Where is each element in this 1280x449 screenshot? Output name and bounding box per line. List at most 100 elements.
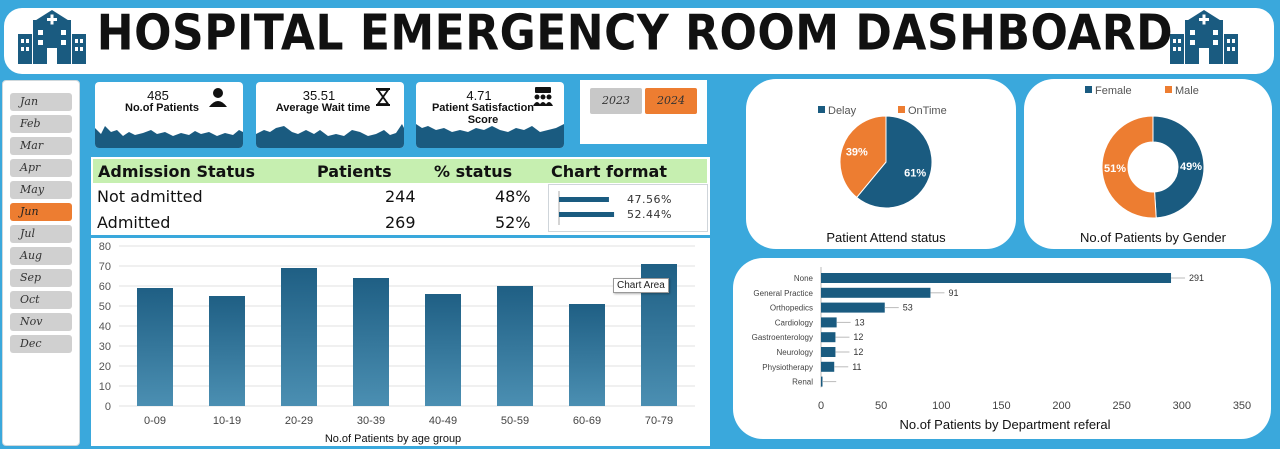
x-tick-label: 300 — [1173, 400, 1191, 412]
title-bar — [4, 8, 1274, 74]
month-button-dec[interactable]: Dec — [10, 335, 72, 353]
pie-slice — [839, 115, 887, 199]
data-bar-label: 47.56% — [627, 193, 672, 206]
admission-table: Admission Status Patients % status Chart… — [91, 157, 710, 235]
x-tick-label: 0-09 — [144, 415, 166, 427]
month-button-jan[interactable]: Jan — [10, 93, 72, 111]
age-group-bar-chart: 0 10 20 30 40 50 60 70 80 0-09 10-19 20-29 30-39 40-4… — [99, 241, 695, 445]
pie-slice — [1101, 115, 1157, 219]
month-button-aug[interactable]: Aug — [10, 247, 72, 265]
column-header: Chart format — [551, 162, 667, 181]
kpi-card-wait-time: 35.51 Average Wait time — [256, 82, 404, 148]
table-cell-status: Not admitted — [97, 187, 203, 206]
x-tick-label: 100 — [932, 400, 950, 412]
y-tick-label: Physiotherapy — [762, 363, 813, 372]
bar — [821, 317, 837, 328]
attend-status-pie-chart: 61% 39% Delay OnTime Patient Attend status — [818, 105, 947, 245]
month-button-may[interactable]: May — [10, 181, 72, 199]
y-tick-label: 20 — [99, 361, 111, 373]
x-tick-label: 70-79 — [645, 415, 673, 427]
y-tick-label: 50 — [99, 301, 111, 313]
chart-title: No.of Patients by Gender — [1080, 230, 1227, 245]
y-tick-label: 70 — [99, 261, 111, 273]
bar — [353, 278, 389, 406]
month-button-sep[interactable]: Sep — [10, 269, 72, 287]
bar — [137, 288, 173, 406]
department-referral-bar-chart: None 291 General Practice 91 Orthopedics 53 Ca… — [752, 267, 1251, 432]
data-label: 291 — [1189, 273, 1204, 283]
table-cell-patients: 269 — [385, 213, 416, 232]
legend-swatch — [1085, 86, 1092, 93]
data-label: 12 — [853, 332, 863, 342]
month-button-apr[interactable]: Apr — [10, 159, 72, 177]
y-tick-label: 80 — [99, 241, 111, 253]
legend-label: Female — [1095, 85, 1132, 97]
bar — [425, 294, 461, 406]
y-tick-label: Orthopedics — [770, 304, 813, 313]
bar — [569, 304, 605, 406]
data-label: 39% — [846, 146, 868, 158]
kpi-label: No.of Patients — [125, 102, 199, 114]
table-cell-patients: 244 — [385, 187, 416, 206]
data-label: 91 — [948, 288, 958, 298]
data-label: 49% — [1180, 161, 1202, 173]
y-tick-label: 60 — [99, 281, 111, 293]
dashboard-title: HOSPITAL EMERGENCY ROOM DASHBOARD — [96, 4, 1174, 63]
x-tick-label: 150 — [992, 400, 1010, 412]
data-label: 53 — [903, 303, 913, 313]
bar — [281, 268, 317, 406]
y-tick-label: Cardiology — [775, 318, 813, 327]
month-button-jul[interactable]: Jul — [10, 225, 72, 243]
month-button-mar[interactable]: Mar — [10, 137, 72, 155]
x-tick-label: 30-39 — [357, 415, 385, 427]
column-header: % status — [434, 162, 513, 181]
x-tick-label: 40-49 — [429, 415, 457, 427]
kpi-card-satisfaction: 4.71 Patient Satisfaction Score — [416, 82, 564, 148]
y-tick-label: None — [794, 274, 814, 283]
department-referral-card: None 291 General Practice 91 Orthopedics 53 Ca… — [733, 258, 1271, 439]
data-bar — [559, 212, 615, 217]
hospital-icon — [1168, 8, 1240, 68]
chart-title: No.of Patients by Department referal — [900, 417, 1111, 432]
age-group-chart-card: 0 10 20 30 40 50 60 70 80 0-09 10-19 20-29 30-39 40-4… — [91, 238, 710, 446]
bar — [821, 361, 835, 372]
x-tick-label: 250 — [1113, 400, 1131, 412]
data-bar-chart: 47.56% 52.44% — [558, 191, 672, 225]
kpi-label: Average Wait time — [275, 102, 371, 114]
gender-donut-chart: 49% 51% Female Male No.of Patients by Gender — [1080, 85, 1227, 245]
kpi-value: 35.51 — [302, 88, 336, 103]
sparkline — [416, 124, 564, 148]
sparkline — [95, 126, 243, 148]
chart-area-tooltip: Chart Area — [613, 278, 669, 293]
x-tick-label: 60-69 — [573, 415, 601, 427]
hourglass-icon — [376, 88, 390, 106]
legend-swatch — [818, 106, 825, 113]
data-label: 12 — [853, 347, 863, 357]
month-slicer: Jan Feb Mar Apr May Jun Jul Aug Sep Oct … — [2, 80, 80, 446]
bar — [821, 287, 931, 298]
x-tick-label: 200 — [1052, 400, 1070, 412]
column-header: Admission Status — [98, 162, 256, 181]
pie-slice — [855, 115, 933, 209]
x-tick-label: 0 — [818, 400, 824, 412]
legend-label: Delay — [828, 105, 857, 117]
pie-slice — [1152, 115, 1205, 219]
year-slicer: 2023 2024 — [580, 80, 707, 144]
year-button-2023[interactable]: 2023 — [590, 88, 642, 114]
y-tick-label: Neurology — [777, 348, 813, 357]
legend-label: OnTime — [908, 105, 947, 117]
bar — [821, 273, 1172, 283]
year-button-2024[interactable]: 2024 — [645, 88, 697, 114]
data-bar-label: 52.44% — [627, 208, 672, 221]
column-header: Patients — [317, 162, 392, 181]
month-button-nov[interactable]: Nov — [10, 313, 72, 331]
kpi-label: Patient Satisfaction Score — [431, 102, 535, 126]
x-tick-label: 20-29 — [285, 415, 313, 427]
y-tick-label: Renal — [792, 378, 813, 387]
month-button-jun[interactable]: Jun — [10, 203, 72, 221]
month-button-feb[interactable]: Feb — [10, 115, 72, 133]
kpi-value: 485 — [147, 88, 169, 103]
month-button-oct[interactable]: Oct — [10, 291, 72, 309]
gender-card: 49% 51% Female Male No.of Patients by Gender — [1024, 79, 1272, 249]
kpi-card-patients: 485 No.of Patients — [95, 82, 243, 148]
